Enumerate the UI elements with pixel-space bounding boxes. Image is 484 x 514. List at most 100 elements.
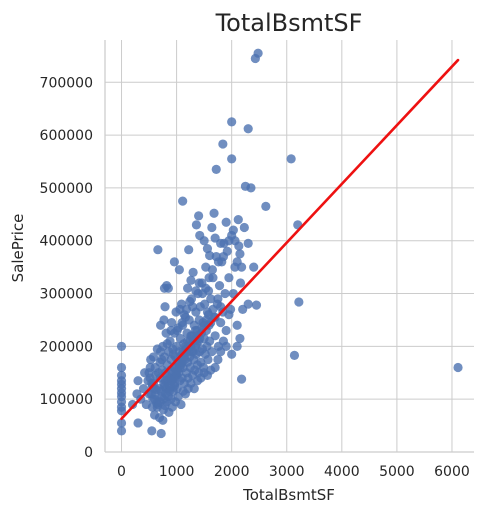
- data-point: [239, 222, 249, 233]
- data-point: [227, 349, 237, 359]
- data-point: [243, 299, 253, 309]
- data-point: [174, 265, 184, 275]
- data-point: [227, 117, 237, 127]
- data-point: [168, 349, 178, 359]
- data-point: [206, 294, 216, 304]
- data-point: [207, 347, 217, 357]
- data-point: [210, 331, 220, 341]
- data-point: [261, 201, 271, 211]
- data-point: [251, 300, 262, 310]
- data-point: [228, 225, 238, 235]
- grid: [105, 40, 474, 453]
- data-point: [209, 208, 219, 218]
- x-tick-label: 6000: [434, 464, 470, 480]
- x-tick-label: 1000: [159, 464, 195, 480]
- y-tick-label: 300000: [40, 287, 93, 303]
- data-point: [188, 347, 198, 357]
- data-point: [289, 350, 300, 360]
- data-point: [153, 245, 163, 255]
- data-point: [146, 354, 156, 365]
- data-point: [172, 325, 182, 336]
- data-point: [147, 426, 157, 436]
- data-point: [204, 273, 214, 283]
- data-point: [207, 222, 217, 233]
- data-point: [236, 262, 247, 272]
- data-point: [178, 196, 188, 206]
- regression-line-group: [120, 58, 460, 421]
- data-point: [221, 217, 231, 227]
- data-point: [213, 354, 223, 365]
- data-point: [213, 294, 223, 304]
- data-point: [201, 283, 211, 293]
- x-axis-label: TotalBsmtSF: [242, 486, 335, 504]
- regression-line: [120, 58, 460, 421]
- data-point: [199, 236, 209, 246]
- data-point: [127, 399, 138, 410]
- y-tick-label: 500000: [40, 181, 93, 197]
- data-point: [116, 341, 127, 351]
- y-tick-label: 200000: [40, 339, 93, 355]
- data-point: [191, 220, 202, 230]
- data-point: [214, 281, 225, 291]
- axes-spines: [104, 40, 474, 453]
- data-point: [240, 181, 251, 191]
- data-point: [189, 384, 199, 394]
- data-point: [235, 249, 245, 259]
- data-point: [243, 238, 253, 248]
- data-point: [184, 245, 194, 255]
- data-point: [116, 426, 127, 436]
- y-axis-label: SalePrice: [9, 214, 27, 283]
- data-point: [177, 317, 187, 328]
- data-point: [116, 370, 127, 381]
- chart-title: TotalBsmtSF: [215, 9, 363, 37]
- y-tick-label: 600000: [40, 128, 93, 144]
- data-point: [200, 299, 210, 309]
- data-point: [210, 362, 220, 373]
- data-point: [220, 288, 230, 299]
- data-point: [133, 418, 143, 428]
- data-point: [253, 48, 263, 58]
- data-point: [183, 283, 193, 293]
- data-point: [294, 297, 304, 307]
- scatter-points: [116, 48, 463, 439]
- x-tick-labels: 0 1000 2000 3000 4000 5000 6000: [117, 464, 470, 480]
- data-point: [249, 262, 259, 272]
- data-point: [157, 354, 167, 365]
- x-tick-label: 4000: [324, 464, 360, 480]
- y-tick-labels: 0 100000 200000 300000 400000 500000 600000 700…: [40, 75, 93, 461]
- data-point: [453, 362, 463, 373]
- data-point: [227, 154, 237, 164]
- data-point: [218, 139, 228, 149]
- data-point: [156, 347, 166, 357]
- data-point: [221, 325, 231, 336]
- data-point: [224, 310, 234, 320]
- x-tick-label: 5000: [379, 464, 415, 480]
- data-point: [224, 273, 234, 283]
- data-point: [207, 265, 217, 275]
- data-point: [133, 376, 143, 386]
- data-point: [243, 124, 253, 134]
- data-point: [156, 428, 166, 439]
- data-point: [186, 275, 196, 285]
- data-point: [194, 278, 204, 288]
- data-point: [235, 278, 246, 288]
- data-point: [162, 339, 172, 349]
- y-tick-label: 100000: [40, 392, 93, 408]
- data-point: [187, 302, 198, 312]
- x-tick-label: 2000: [214, 464, 250, 480]
- data-point: [211, 164, 221, 175]
- data-point: [236, 374, 247, 384]
- data-point: [203, 354, 213, 365]
- data-point: [169, 257, 179, 267]
- data-point: [158, 415, 168, 425]
- data-point: [232, 341, 242, 351]
- data-point: [162, 281, 172, 291]
- data-point: [233, 214, 243, 225]
- data-point: [188, 267, 198, 278]
- data-point: [116, 418, 127, 428]
- data-point: [218, 251, 229, 262]
- data-point: [176, 399, 186, 410]
- y-tick-label: 0: [84, 445, 93, 461]
- data-point: [286, 154, 296, 164]
